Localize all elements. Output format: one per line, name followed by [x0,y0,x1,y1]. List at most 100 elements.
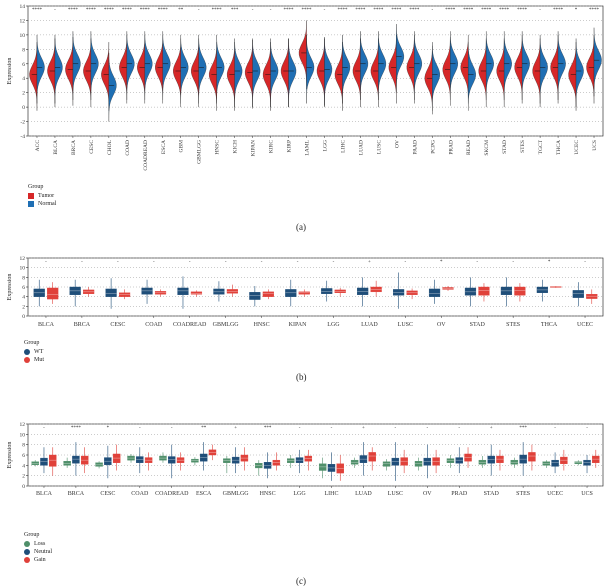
box-gain [592,455,600,463]
box-loss [318,463,327,471]
x-tick-label: UCS [581,491,593,497]
x-tick-label: COADREAD [143,140,149,171]
significance-label: - [333,260,335,265]
panel-label-a: (a) [296,222,306,232]
box-gain [49,454,57,467]
x-tick-label: STAD [470,322,486,328]
x-tick-label: KIRC [269,140,275,153]
violin-normal [486,31,494,101]
significance-label: **** [32,8,43,13]
significance-label: *** [231,8,239,13]
violin-normal [414,31,422,101]
violin-normal [432,41,440,112]
x-tick-label: UCEC [577,322,593,328]
x-tick-label: LGG [322,140,328,151]
x-tick-label: STES [516,491,530,497]
significance-label: ** [178,8,184,13]
significance-label: **** [445,8,456,13]
legend-b-wt-swatch [24,349,30,355]
x-tick-label: LUAD [355,491,372,497]
significance-label: - [117,260,119,265]
significance-label: + [362,426,365,431]
violin-normal [378,31,387,101]
legend-c-neutral: Neutral [24,548,52,556]
box-mut [514,286,526,296]
y-tick-label: 12 [20,18,26,24]
significance-label: - [252,8,254,13]
x-tick-label: HNSC [254,322,270,328]
significance-label: - [476,260,478,265]
legend-c-loss-label: Loss [34,541,46,547]
legend-a-normal: Normal [28,200,56,208]
x-tick-label: HNSC [215,140,221,155]
legend-a-normal-swatch [28,201,34,207]
y-tick-label: 8 [22,47,25,53]
x-tick-label: LGG [293,491,306,497]
box-gain [368,452,376,462]
legend-c-neutral-swatch [24,549,30,555]
significance-label: **** [68,8,79,13]
significance-label: - [431,8,433,13]
legend-c-neutral-label: Neutral [34,549,52,555]
x-tick-label: CESC [89,140,95,154]
x-tick-label: BRCA [68,491,85,497]
legend-c: Group Loss Neutral Gain [24,532,52,564]
x-tick-label: LIHC [340,140,346,153]
x-tick-label: HNSC [260,491,276,497]
x-tick-label: LUAD [358,140,364,155]
y-tick-label: -2 [20,120,25,126]
significance-label: - [297,260,299,265]
x-tick-label: THCA [541,322,558,328]
violin-normal [539,34,548,104]
legend-c-loss-swatch [24,541,30,547]
significance-label: - [153,260,155,265]
legend-b: Group WT Mut [24,340,44,364]
significance-label: * [440,260,443,265]
x-tick-label: LAML [305,139,311,155]
significance-label: + [490,426,493,431]
y-tick-label: 4 [22,76,25,82]
x-tick-label: PCPG [430,140,436,154]
legend-a-tumor: Tumor [28,192,56,200]
x-tick-label: LUSC [398,322,413,328]
x-tick-label: LIHC [324,491,338,497]
legend-b-mut-label: Mut [34,357,45,363]
y-tick-label: 2 [22,304,25,310]
y-tick-label: 4 [22,295,25,301]
significance-label: **** [337,8,348,13]
legend-b-wt: WT [24,348,44,356]
x-tick-label: BLCA [53,140,59,155]
violin-normal [468,41,476,111]
panel-label-b: (b) [296,372,307,382]
significance-label: - [189,260,191,265]
violin-normal [324,36,333,106]
violin-normal [342,34,351,104]
x-tick-label: PRAD [448,140,454,155]
x-tick-label: LGG [327,322,340,328]
y-tick-label: 8 [22,275,25,281]
significance-label: **** [373,8,384,13]
panel-label-c: (c) [296,576,306,586]
significance-label: **** [481,8,492,13]
y-tick-label: 12 [20,422,26,428]
legend-b-mut-swatch [24,357,30,363]
x-tick-label: KIRP [287,140,293,153]
plot-frame [27,423,604,487]
significance-label: - [584,260,586,265]
significance-label: - [405,260,407,265]
significance-label: **** [517,8,528,13]
legend-a-normal-label: Normal [38,201,57,207]
significance-label: **** [499,8,510,13]
x-tick-label: BRCA [71,140,77,155]
significance-label: *** [519,426,527,431]
x-tick-label: UCEC [547,491,563,497]
y-tick-label: 2 [22,474,25,480]
violin-normal [126,31,135,101]
x-tick-label: BLCA [38,322,55,328]
significance-label: - [45,260,47,265]
x-tick-label: PRAD [451,491,468,497]
x-tick-label: GBMLGG [213,322,240,328]
significance-label: - [54,8,56,13]
y-tick-label: 0 [22,105,25,111]
